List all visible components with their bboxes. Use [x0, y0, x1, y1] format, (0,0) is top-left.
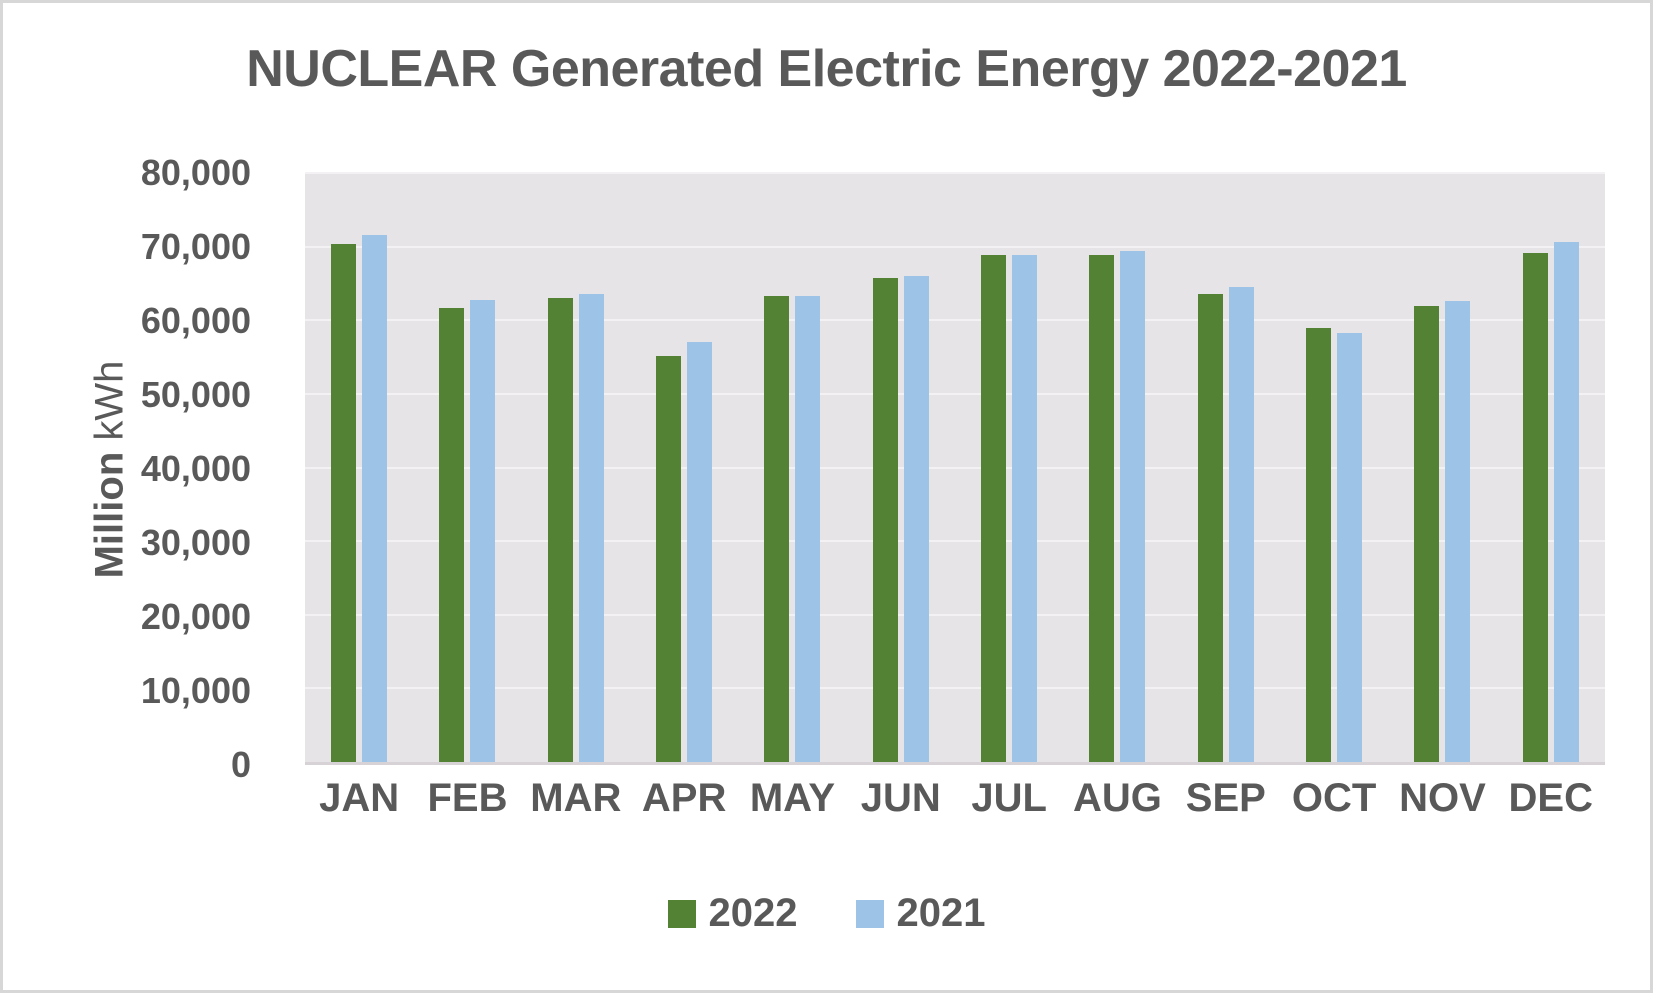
- gridline: [305, 172, 1605, 174]
- x-tick-label-may: MAY: [749, 776, 836, 820]
- y-tick-label: 0: [230, 744, 251, 785]
- month-group-apr: [630, 173, 738, 762]
- bar-2022-dec: [1522, 252, 1548, 762]
- bar-2021-jun: [903, 276, 929, 762]
- bar-2022-nov: [1414, 306, 1440, 762]
- y-tick-label: 50,000: [140, 374, 251, 415]
- legend-swatch-2021: [855, 899, 884, 928]
- bar-2022-feb: [439, 308, 465, 762]
- bar-2021-dec: [1553, 242, 1579, 762]
- y-axis-ticks: 0 10,000 20,000 30,000 40,000 50,000 60,000 70,…: [3, 155, 251, 783]
- bar-2021-aug: [1120, 251, 1146, 762]
- y-tick-label: 70,000: [140, 226, 251, 267]
- y-tick-label: 80,000: [140, 152, 251, 193]
- gridline: [305, 540, 1605, 543]
- legend-label-2021: 2021: [896, 891, 986, 935]
- bar-2021-apr: [687, 342, 713, 762]
- legend-item-2022: 2022: [667, 891, 798, 936]
- gridline: [305, 687, 1605, 690]
- bar-2021-jul: [1012, 255, 1038, 762]
- x-axis-ticks: JAN FEB MAR APR MAY JUN JUL AUG SEP OCT NOV DEC: [305, 776, 1605, 821]
- bar-2021-may: [795, 295, 821, 762]
- gridline: [305, 466, 1605, 469]
- bar-2022-apr: [656, 355, 682, 762]
- bar-2022-jul: [981, 255, 1007, 762]
- month-group-dec: [1497, 173, 1605, 762]
- gridline: [305, 245, 1605, 248]
- bar-2021-jan: [362, 234, 388, 762]
- bar-2021-nov: [1445, 301, 1471, 762]
- x-tick-label-jan: JAN: [319, 776, 400, 820]
- month-group-mar: [522, 173, 630, 762]
- x-tick-label-mar: MAR: [530, 776, 622, 820]
- legend: 2022 2021: [3, 891, 1650, 936]
- bar-2021-sep: [1228, 287, 1254, 762]
- chart-title: NUCLEAR Generated Electric Energy 2022-2…: [246, 40, 1407, 98]
- bar-2022-oct: [1306, 328, 1332, 762]
- x-tick-label-nov: NOV: [1399, 776, 1486, 820]
- x-tick-label-sep: SEP: [1185, 776, 1266, 820]
- x-tick-label-oct: OCT: [1291, 776, 1377, 820]
- plot-area: [305, 172, 1605, 765]
- x-tick-label-apr: APR: [641, 776, 727, 820]
- month-group-may: [738, 173, 846, 762]
- x-tick-label-dec: DEC: [1508, 776, 1593, 820]
- month-group-jul: [955, 173, 1063, 762]
- month-group-sep: [1172, 173, 1280, 762]
- bars-row: [305, 173, 1605, 762]
- bar-2021-oct: [1337, 332, 1363, 762]
- gridline: [305, 319, 1605, 322]
- bar-2022-aug: [1089, 254, 1115, 762]
- y-tick-label: 30,000: [140, 522, 251, 563]
- x-tick-label-jul: JUL: [971, 776, 1047, 820]
- bar-2022-jan: [331, 243, 357, 762]
- x-tick-label-aug: AUG: [1073, 776, 1162, 820]
- y-tick-label: 10,000: [140, 670, 251, 711]
- month-group-jun: [847, 173, 955, 762]
- month-group-jan: [305, 173, 413, 762]
- gridline: [305, 392, 1605, 395]
- x-tick-label-jun: JUN: [860, 776, 941, 820]
- legend-swatch-2022: [667, 899, 696, 928]
- gridline: [305, 613, 1605, 616]
- month-group-aug: [1063, 173, 1171, 762]
- bar-2022-mar: [547, 298, 573, 762]
- month-group-oct: [1280, 173, 1388, 762]
- bar-2022-jun: [872, 278, 898, 762]
- bar-2021-mar: [578, 293, 604, 762]
- bar-2022-sep: [1197, 293, 1223, 762]
- legend-label-2022: 2022: [708, 891, 798, 935]
- bar-2022-may: [764, 295, 790, 762]
- x-tick-label-feb: FEB: [427, 776, 508, 820]
- y-tick-label: 60,000: [140, 300, 251, 341]
- legend-item-2021: 2021: [855, 891, 986, 936]
- bar-2021-feb: [470, 299, 496, 762]
- month-group-feb: [413, 173, 521, 762]
- month-group-nov: [1388, 173, 1496, 762]
- y-tick-label: 40,000: [140, 448, 251, 489]
- y-tick-label: 20,000: [140, 596, 251, 637]
